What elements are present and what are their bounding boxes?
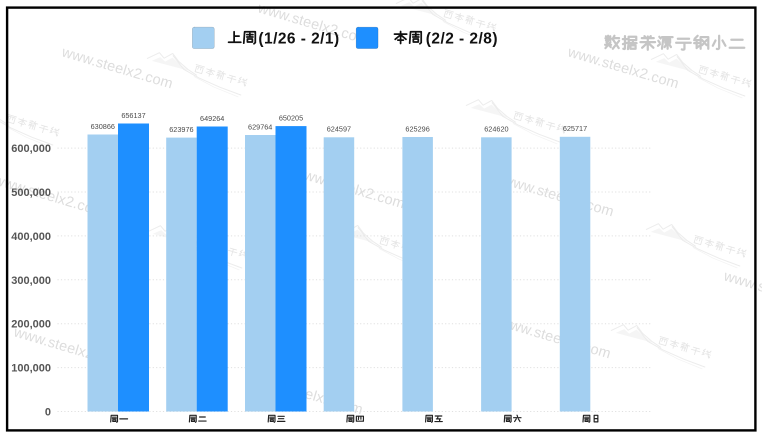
svg-text:(1/26 - 2/1): (1/26 - 2/1): [258, 31, 339, 48]
svg-text:624597: 624597: [327, 125, 351, 134]
svg-text:100,000: 100,000: [11, 363, 51, 375]
svg-text:624620: 624620: [484, 125, 508, 134]
svg-text:500,000: 500,000: [11, 187, 51, 199]
svg-text:630866: 630866: [91, 122, 115, 131]
svg-text:www.steelx2.com: www.steelx2.com: [565, 44, 681, 92]
svg-text:629764: 629764: [248, 122, 272, 131]
svg-text:300,000: 300,000: [11, 275, 51, 287]
svg-text:600,000: 600,000: [11, 143, 51, 155]
svg-text:400,000: 400,000: [11, 231, 51, 243]
svg-text:656137: 656137: [121, 111, 145, 120]
svg-text:650205: 650205: [279, 113, 303, 122]
svg-text:www.steelx2.com: www.steelx2.com: [59, 44, 175, 92]
svg-text:625717: 625717: [563, 124, 587, 133]
svg-text:623976: 623976: [169, 125, 193, 134]
svg-text:www.steelx2.com: www.steelx2.com: [497, 314, 613, 362]
svg-text:(2/2 - 2/8): (2/2 - 2/8): [426, 31, 498, 48]
svg-text:200,000: 200,000: [11, 319, 51, 331]
svg-text:www.steelx2.com: www.steelx2.com: [500, 172, 616, 220]
svg-text:0: 0: [45, 407, 51, 419]
svg-text:625296: 625296: [405, 124, 429, 133]
svg-text:649264: 649264: [200, 114, 224, 123]
